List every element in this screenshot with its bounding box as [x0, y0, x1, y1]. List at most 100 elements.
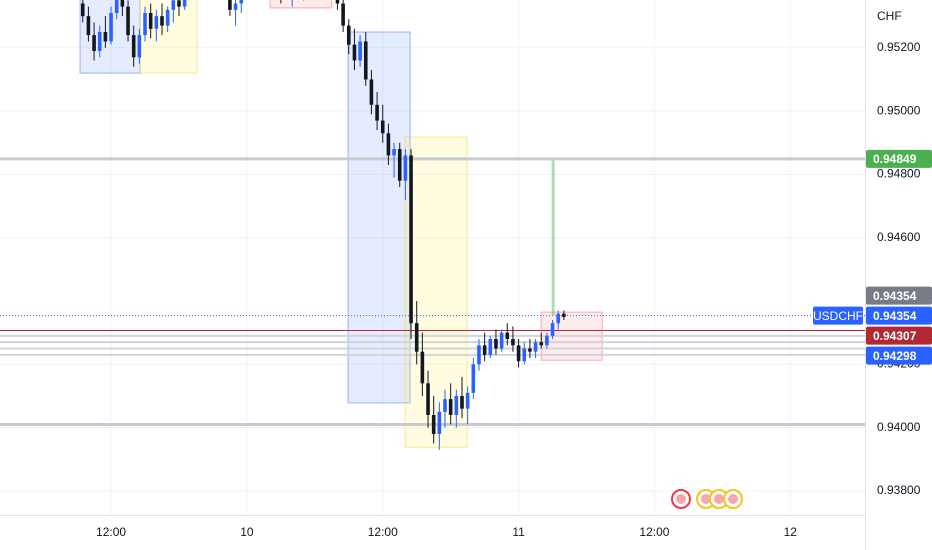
candle-body — [92, 35, 96, 51]
axes: 12:00 10 12:00 11 12:00 12 0.93800 0.94000 0.942… — [96, 40, 921, 539]
candle-body — [165, 9, 170, 26]
candle-body — [177, 0, 181, 7]
x-tick-label: 12 — [784, 525, 798, 539]
candle-body — [426, 383, 430, 415]
candle-body — [522, 348, 527, 362]
price-tag — [866, 326, 932, 345]
candle-body — [375, 104, 379, 121]
event-icon — [676, 494, 686, 504]
candle-body — [120, 0, 125, 7]
y-tick-label: 0.95000 — [877, 103, 921, 117]
candle-body — [482, 345, 487, 355]
candles — [80, 0, 566, 450]
candle-body — [380, 120, 385, 134]
candle-body — [454, 395, 459, 415]
candle-body — [114, 0, 119, 13]
candle-body — [528, 348, 532, 352]
session-box — [347, 31, 411, 404]
session-box — [269, 0, 333, 9]
price-tag-label: 0.94354 — [873, 309, 917, 323]
candle-body — [477, 345, 481, 365]
candle-body — [103, 31, 108, 42]
symbol-tag-label: USDCHF — [813, 309, 863, 323]
candle-body — [533, 342, 538, 352]
candle-body — [346, 25, 351, 45]
price-tag-label: 0.94307 — [873, 329, 917, 343]
candle-body — [562, 313, 566, 317]
candle-body — [505, 332, 510, 340]
y-tick-label: 0.94800 — [877, 167, 921, 181]
candle-body — [352, 44, 357, 61]
candle-body — [160, 16, 164, 26]
x-tick-label: 10 — [240, 525, 254, 539]
candle-body — [369, 79, 374, 105]
candle-body — [437, 411, 442, 434]
event-icons — [671, 489, 743, 509]
candle-body — [86, 16, 91, 36]
candle-body — [516, 345, 521, 362]
y-tick-label: 0.94000 — [877, 420, 921, 434]
candle-body — [409, 155, 413, 324]
candle-body — [431, 414, 436, 434]
candle-body — [97, 31, 102, 51]
y-axis-label: CHF — [877, 9, 902, 23]
event-icon — [714, 494, 724, 504]
candle-body — [460, 395, 464, 409]
candle-body — [397, 149, 402, 181]
event-icon — [701, 494, 711, 504]
y-tick-label: 0.94600 — [877, 230, 921, 244]
price-tag — [866, 346, 932, 365]
x-tick-label: 11 — [512, 525, 525, 539]
candle-body — [392, 149, 396, 156]
price-tag — [866, 306, 932, 325]
candle-body — [465, 392, 470, 409]
price-tag-label: 0.94298 — [873, 349, 917, 363]
candle-body — [363, 41, 368, 80]
candle-body — [403, 155, 408, 181]
candle-body — [341, 3, 345, 26]
candle-body — [386, 133, 391, 156]
candle-body — [550, 323, 555, 336]
candle-body — [545, 335, 549, 346]
price-tag — [866, 286, 932, 305]
candle-body — [335, 0, 340, 4]
candle-body — [358, 41, 362, 61]
candle-body — [80, 3, 85, 17]
candle-body — [443, 399, 447, 412]
y-tick-label: 0.93800 — [877, 483, 921, 497]
price-tag-label: 0.94354 — [873, 289, 917, 303]
candle-body — [494, 339, 498, 349]
candle-body — [143, 12, 147, 36]
candle-body — [228, 0, 232, 10]
x-tick-label: 12:00 — [639, 525, 669, 539]
candle-body — [148, 12, 153, 29]
candle-body — [539, 342, 544, 346]
candle-body — [556, 313, 561, 324]
event-icon — [728, 494, 738, 504]
candle-body — [154, 16, 159, 29]
price-tags: 0.94849 0.94354 0.94354 USDCHF 0.94307 0.9429… — [813, 149, 932, 365]
price-tag-label: 0.94849 — [873, 152, 917, 166]
price-tag — [866, 149, 932, 168]
y-tick-label: 0.95200 — [877, 40, 921, 54]
candle-body — [131, 35, 136, 58]
candle-body — [126, 6, 130, 36]
candle-body — [109, 12, 113, 42]
x-tick-label: 12:00 — [368, 525, 398, 539]
candle-body — [171, 0, 176, 10]
candle-body — [488, 339, 493, 355]
candle-body — [182, 0, 187, 7]
candle-body — [239, 0, 244, 4]
candle-body — [233, 3, 238, 10]
candle-body — [420, 351, 425, 384]
candle-body — [414, 323, 419, 352]
candle-body — [499, 332, 504, 349]
candle-body — [448, 399, 453, 415]
symbol-tag — [813, 306, 863, 325]
candle-body — [511, 339, 515, 346]
candle-body — [137, 35, 142, 58]
x-tick-label: 12:00 — [96, 525, 126, 539]
candle-body — [471, 364, 476, 393]
